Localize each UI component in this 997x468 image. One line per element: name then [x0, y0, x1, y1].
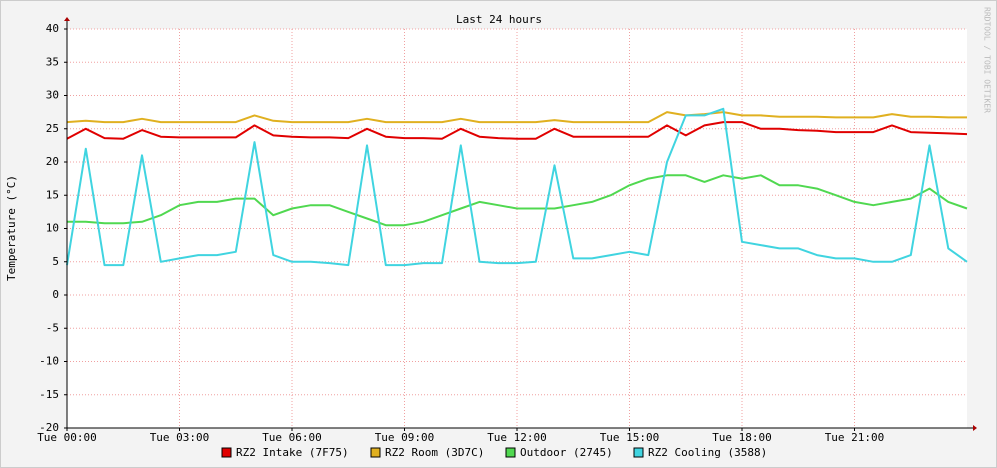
x-tick-label: Tue 12:00 [487, 431, 547, 444]
legend-label: Outdoor (2745) [520, 446, 613, 459]
chart-title: Last 24 hours [456, 13, 542, 26]
y-tick-label: 30 [46, 89, 59, 102]
y-axis-label: Temperature (°C) [5, 175, 18, 281]
y-tick-label: -20 [39, 421, 59, 434]
y-tick-label: 35 [46, 55, 59, 68]
x-tick-label: Tue 18:00 [712, 431, 772, 444]
x-tick-label: Tue 03:00 [150, 431, 210, 444]
y-tick-label: 10 [46, 222, 59, 235]
x-tick-label: Tue 06:00 [262, 431, 322, 444]
watermark: RRDTOOL / TOBI OETIKER [983, 7, 992, 113]
legend-swatch [505, 447, 516, 458]
legend-label: RZ2 Room (3D7C) [385, 446, 484, 459]
series-line [66, 111, 967, 124]
series-line [66, 107, 968, 267]
y-tick-label: 15 [46, 188, 59, 201]
y-tick-label: -15 [39, 388, 59, 401]
legend-label: RZ2 Intake (7F75) [236, 446, 349, 459]
legend-label: RZ2 Cooling (3588) [648, 446, 767, 459]
axis-arrow [973, 425, 977, 431]
y-tick-label: 5 [52, 255, 59, 268]
legend-swatch [370, 447, 381, 458]
y-tick-label: -10 [39, 355, 59, 368]
y-tick-label: 40 [46, 22, 59, 35]
y-tick-label: 20 [46, 155, 59, 168]
series-line [67, 174, 968, 227]
x-tick-label: Tue 15:00 [600, 431, 660, 444]
axis-arrow [64, 17, 70, 21]
y-tick-label: 0 [52, 288, 59, 301]
series-line [66, 121, 968, 140]
y-tick-label: 25 [46, 122, 59, 135]
legend-swatch [221, 447, 232, 458]
x-tick-label: Tue 00:00 [37, 431, 97, 444]
y-tick-label: -5 [46, 321, 59, 334]
x-tick-label: Tue 09:00 [375, 431, 435, 444]
legend-swatch [633, 447, 644, 458]
x-tick-label: Tue 21:00 [825, 431, 885, 444]
